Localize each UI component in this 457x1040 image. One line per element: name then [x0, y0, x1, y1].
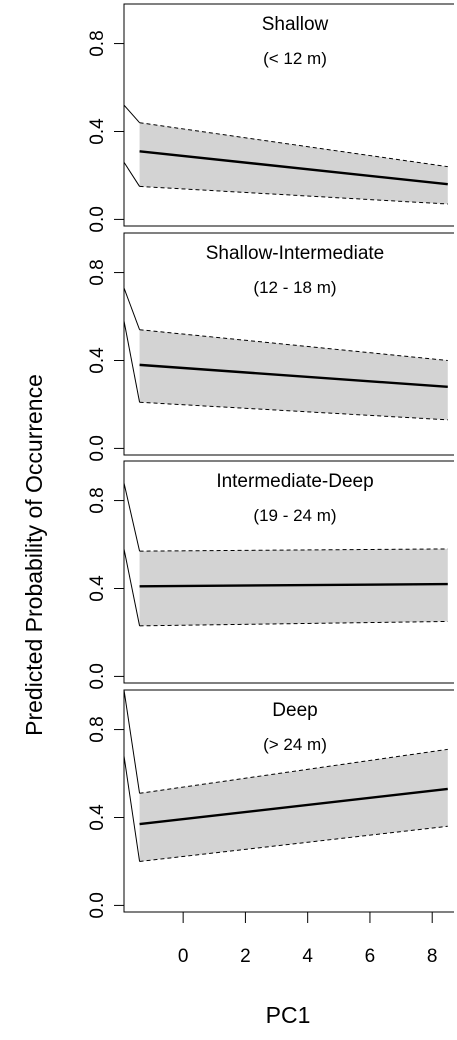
y-tick-label: 0.0	[87, 892, 108, 918]
fitted-line	[139, 363, 448, 389]
x-tick-label: 0	[178, 946, 189, 967]
y-tick-label: 0.4	[87, 804, 108, 831]
x-axis: 0 2 4 6 8	[178, 912, 438, 967]
lower-leader-line	[123, 320, 141, 403]
upper-bound-line	[139, 122, 448, 168]
y-tick-label: 0.4	[87, 347, 108, 374]
panel-title: Intermediate-Deep	[216, 471, 373, 492]
y-tick-label: 0.8	[87, 716, 108, 742]
confidence-band	[139, 548, 448, 626]
upper-leader-line	[123, 104, 140, 124]
fitted-line	[139, 787, 448, 826]
panel-subtitle: (< 12 m)	[263, 49, 327, 68]
lower-bound-line	[139, 620, 448, 627]
confidence-band	[139, 122, 448, 205]
lower-leader-line	[123, 548, 141, 626]
x-tick-label: 2	[240, 946, 251, 967]
upper-leader-line	[123, 482, 141, 552]
lower-bound-line	[139, 401, 448, 421]
y-tick-label: 0.0	[87, 206, 108, 232]
panel-2: 0.0 0.4 0.8 Shallow-Intermediate (12 - 18 m)	[87, 232, 454, 462]
panel-subtitle: (12 - 18 m)	[253, 278, 336, 297]
panel-frame	[123, 232, 454, 456]
y-tick-label: 0.4	[87, 118, 108, 145]
panel-title: Shallow	[262, 14, 329, 35]
panel-title: Deep	[272, 700, 317, 721]
upper-leader-line	[123, 287, 141, 330]
x-tick-label: 6	[365, 946, 376, 967]
panel-subtitle: (19 - 24 m)	[253, 506, 336, 525]
x-tick-label: 4	[302, 946, 313, 967]
y-tick-label: 0.0	[87, 663, 108, 689]
upper-bound-line	[139, 548, 448, 552]
panel-3: 0.0 0.4 0.8 Intermediate-Deep (19 - 24 m)	[87, 460, 454, 690]
upper-bound-line	[139, 329, 448, 361]
y-tick-label: 0.8	[87, 259, 108, 285]
y-tick-label: 0.8	[87, 30, 108, 56]
panel-frame	[123, 689, 454, 913]
lower-bound-line	[139, 185, 448, 205]
upper-bound-line	[139, 748, 448, 794]
x-axis-title: PC1	[266, 1002, 311, 1028]
y-tick-label: 0.0	[87, 435, 108, 461]
fitted-line	[139, 582, 448, 588]
y-tick-label: 0.8	[87, 487, 108, 513]
panels-group: 0.0 0.4 0.8 Shallow (< 12 m) 0.0 0.4 0.8 Shallow…	[87, 3, 454, 919]
y-axis-title: Predicted Probability of Occurrence	[21, 374, 47, 736]
lower-leader-line	[123, 161, 140, 187]
lower-leader-line	[123, 755, 141, 862]
fitted-line	[139, 150, 448, 186]
panel-title: Shallow-Intermediate	[206, 243, 384, 264]
panel-4: 0.0 0.4 0.8 Deep (> 24 m)	[87, 689, 454, 919]
panel-frame	[123, 3, 454, 227]
panel-subtitle: (> 24 m)	[263, 735, 327, 754]
lower-bound-line	[139, 825, 448, 862]
panel-1: 0.0 0.4 0.8 Shallow (< 12 m)	[87, 3, 454, 233]
upper-leader-line	[123, 689, 141, 794]
x-tick-label: 8	[427, 946, 438, 967]
panel-frame	[123, 460, 454, 684]
y-tick-label: 0.4	[87, 575, 108, 602]
